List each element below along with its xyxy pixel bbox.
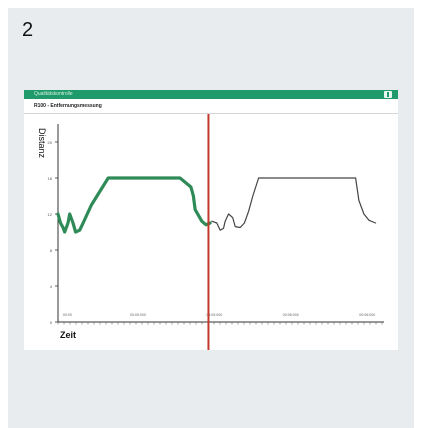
- measured-distance-line: [56, 176, 212, 234]
- y-tick-label: 16: [48, 176, 53, 181]
- x-tick-label: 00:00: [63, 313, 72, 317]
- y-tick-label: 8: [50, 248, 53, 253]
- chart-header: R100 - Entfernungsmessung: [24, 99, 398, 114]
- app-titlebar: Qualitätskontrolle: [24, 90, 398, 99]
- x-tick-label: 00:05:000: [206, 313, 222, 317]
- y-tick-label: 12: [48, 212, 53, 217]
- x-axis-label: Zeit: [60, 330, 76, 340]
- reference-distance-line: [211, 177, 377, 231]
- step-card: 2 Qualitätskontrolle R100 - Entfernungsm…: [8, 8, 414, 428]
- chart-title: R100 - Entfernungsmessung: [34, 103, 102, 109]
- y-axis-label: Distanz: [37, 128, 47, 159]
- x-tick-label: 00:06:000: [283, 313, 299, 317]
- x-tick-label: 00:05:000: [130, 313, 146, 317]
- app-screenshot: Qualitätskontrolle R100 - Entfernungsmes…: [24, 90, 398, 350]
- app-title: Qualitätskontrolle: [34, 91, 73, 97]
- x-tick-label: 00:06:000: [359, 313, 375, 317]
- distance-chart: 0 4 8 12 16 20 00:00 00:05:000 00:05:000 00:06:0…: [37, 114, 384, 350]
- y-tick-label: 4: [50, 284, 53, 289]
- y-tick-label: 20: [48, 140, 53, 145]
- y-tick-label: 0: [50, 320, 53, 325]
- step-number: 2: [22, 19, 34, 41]
- export-icon[interactable]: [384, 91, 392, 98]
